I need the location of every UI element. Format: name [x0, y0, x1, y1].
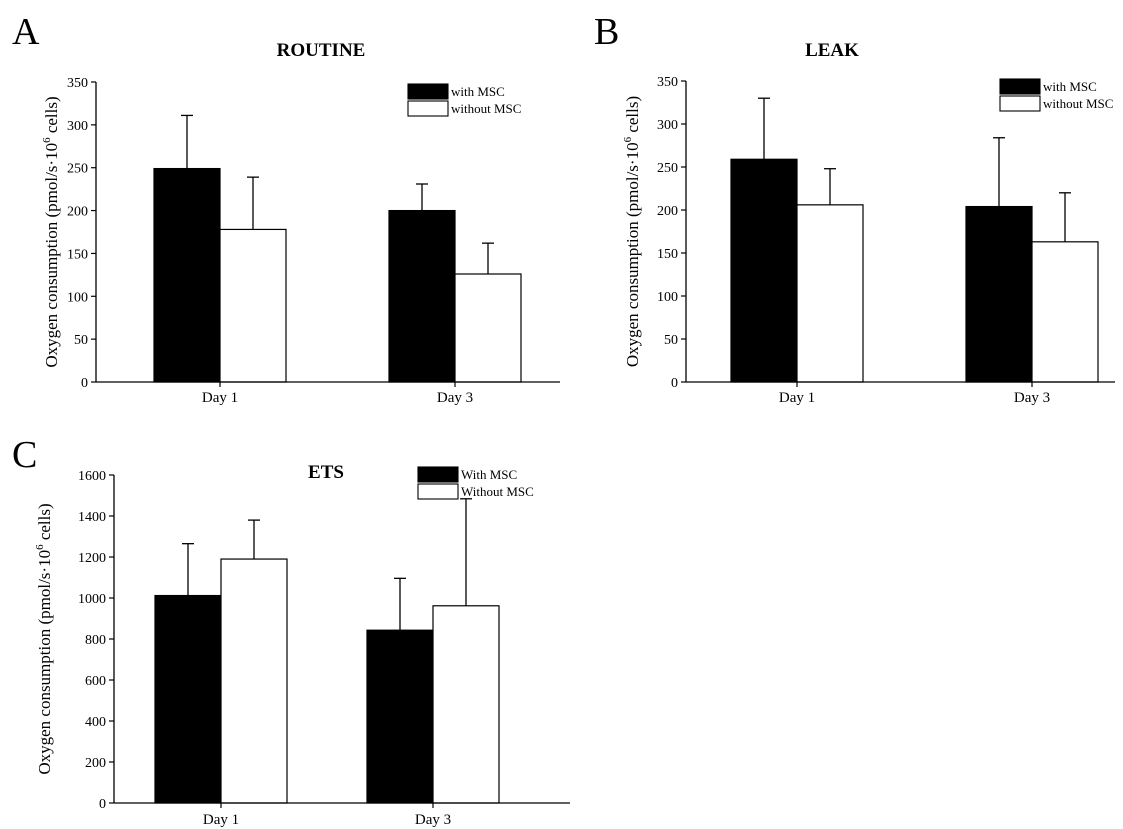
bar-series2-day3: [432, 605, 500, 804]
chart-title: ROUTINE: [277, 40, 366, 61]
bar-series2-day3: [454, 273, 522, 383]
y-tick-label: 600: [85, 674, 106, 689]
legend-label: with MSC: [451, 84, 505, 99]
y-tick-label: 300: [67, 119, 88, 134]
chart-panel-1: A ROUTINE Oxygen consumption (pmol/s·106 c…: [12, 11, 560, 406]
y-tick-label: 100: [67, 290, 88, 305]
y-tick-label: 350: [67, 76, 88, 91]
y-tick-label: 200: [67, 205, 88, 220]
legend: with MSC without MSC: [999, 78, 1113, 112]
panel-letter: A: [12, 11, 40, 53]
legend-swatch: [999, 95, 1041, 112]
bar-series1-day3: [366, 629, 434, 804]
bar-series1-day1: [154, 594, 222, 804]
panel-letter: B: [594, 11, 619, 53]
x-tick-label: Day 1: [203, 812, 239, 828]
y-axis-label: Oxygen consumption (pmol/s·106 cells): [622, 96, 642, 367]
panel-letter: C: [12, 434, 37, 476]
chart-panel-2: B LEAK Oxygen consumption (pmol/s·106 cell…: [594, 11, 1115, 406]
legend-swatch: [417, 466, 459, 483]
y-axis-label: Oxygen consumption (pmol/s·106 cells): [34, 503, 54, 774]
y-tick-label: 0: [81, 376, 88, 391]
y-tick-label: 350: [657, 75, 678, 90]
x-tick-label: Day 1: [779, 390, 815, 406]
bar-series1-day1: [730, 158, 798, 383]
chart-title: LEAK: [805, 40, 859, 61]
legend-label: with MSC: [1043, 79, 1097, 94]
x-tick-label: Day 1: [202, 390, 238, 406]
y-tick-label: 150: [67, 247, 88, 262]
y-tick-label: 1200: [78, 551, 106, 566]
legend: with MSC without MSC: [407, 83, 521, 117]
x-tick-label: Day 3: [437, 390, 473, 406]
legend: With MSC Without MSC: [417, 466, 534, 500]
bar-series1-day1: [153, 167, 221, 383]
legend-swatch: [407, 83, 449, 100]
bar-series1-day3: [388, 209, 456, 383]
y-tick-label: 1600: [78, 469, 106, 484]
y-tick-label: 150: [657, 247, 678, 262]
x-tick-label: Day 3: [415, 812, 451, 828]
y-axis-label: Oxygen consumption (pmol/s·106 cells): [41, 96, 61, 367]
legend-swatch: [407, 100, 449, 117]
y-tick-label: 250: [657, 161, 678, 176]
y-tick-label: 0: [671, 376, 678, 391]
y-tick-label: 250: [67, 162, 88, 177]
y-tick-label: 50: [74, 333, 88, 348]
bar-series1-day3: [965, 205, 1033, 383]
legend-swatch: [417, 483, 459, 500]
y-tick-label: 1400: [78, 510, 106, 525]
y-tick-label: 200: [657, 204, 678, 219]
legend-label: without MSC: [451, 101, 521, 116]
y-tick-label: 200: [85, 756, 106, 771]
y-tick-label: 100: [657, 290, 678, 305]
y-tick-label: 400: [85, 715, 106, 730]
legend-label: Without MSC: [461, 484, 534, 499]
bar-series2-day1: [219, 228, 287, 383]
y-tick-label: 300: [657, 118, 678, 133]
y-tick-label: 50: [664, 333, 678, 348]
legend-swatch: [999, 78, 1041, 95]
legend-label: without MSC: [1043, 96, 1113, 111]
y-tick-label: 0: [99, 797, 106, 812]
bar-series2-day1: [796, 204, 864, 383]
legend-label: With MSC: [461, 467, 517, 482]
chart-title: ETS: [308, 462, 344, 483]
bar-series2-day3: [1031, 241, 1099, 383]
bar-series2-day1: [220, 558, 288, 804]
y-tick-label: 1000: [78, 592, 106, 607]
chart-panel-3: C ETS Oxygen consumption (pmol/s·106 cells…: [12, 434, 570, 828]
y-tick-label: 800: [85, 633, 106, 648]
x-tick-label: Day 3: [1014, 390, 1050, 406]
